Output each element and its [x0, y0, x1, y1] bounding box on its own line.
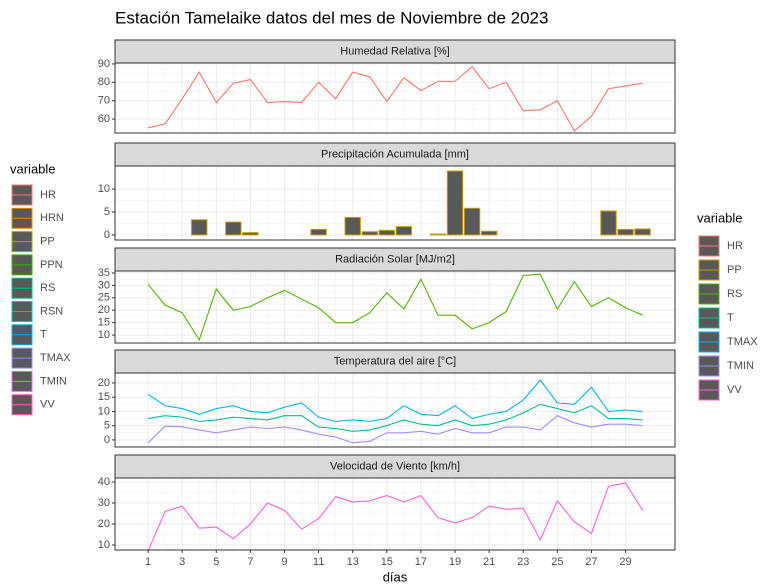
- y-tick-label: 90: [98, 58, 110, 70]
- y-tick-label: 0: [104, 434, 110, 446]
- legend-label: HR: [40, 189, 56, 201]
- bar: [617, 228, 634, 236]
- legend-label: PP: [727, 264, 742, 276]
- legend-label: VV: [40, 399, 55, 411]
- line: [147, 65, 643, 132]
- y-tick-label: 20: [98, 518, 110, 530]
- y-tick-label: 30: [98, 497, 110, 509]
- x-tick-label: 25: [551, 556, 563, 568]
- legend-label: HRN: [40, 212, 64, 224]
- legend-label: T: [727, 312, 734, 324]
- x-tick-label: 1: [145, 556, 151, 568]
- bar: [446, 170, 464, 236]
- bar: [242, 232, 259, 236]
- bar: [395, 226, 413, 236]
- bar: [378, 229, 395, 236]
- panel: [115, 478, 675, 550]
- panel: [115, 63, 675, 133]
- y-tick-label: 60: [98, 113, 110, 125]
- line: [147, 379, 643, 422]
- panel: [115, 271, 675, 343]
- y-tick-label: 20: [98, 377, 110, 389]
- line: [147, 403, 643, 432]
- y-tick-label: 10: [98, 405, 110, 417]
- x-tick-label: 29: [619, 556, 631, 568]
- legend-label: RSN: [40, 305, 63, 317]
- y-tick-label: 25: [98, 292, 110, 304]
- panel: [115, 166, 675, 240]
- x-tick-label: 9: [281, 556, 287, 568]
- y-tick-label: 0: [104, 229, 110, 241]
- bar: [225, 221, 242, 236]
- bar: [344, 216, 361, 236]
- legend-label: RS: [727, 288, 742, 300]
- legend-label: PP: [40, 236, 55, 248]
- y-tick-label: 10: [98, 329, 110, 341]
- y-tick-label: 80: [98, 76, 110, 88]
- panel-border: [114, 270, 676, 344]
- strip-label: Humedad Relativa [%]: [340, 45, 449, 57]
- legend-label: PPN: [40, 259, 63, 271]
- legend-label: RS: [40, 282, 55, 294]
- bar: [429, 233, 447, 236]
- y-tick-label: 20: [98, 304, 110, 316]
- bar: [310, 228, 327, 236]
- y-tick-label: 5: [104, 420, 110, 432]
- x-tick-label: 23: [517, 556, 529, 568]
- legend-label: TMIN: [40, 375, 67, 387]
- line: [147, 415, 643, 444]
- bar: [463, 207, 481, 236]
- y-tick-label: 15: [98, 391, 110, 403]
- x-tick-label: 21: [483, 556, 495, 568]
- y-tick-label: 35: [98, 267, 110, 279]
- y-tick-label: 15: [98, 317, 110, 329]
- panel-border: [114, 372, 676, 448]
- y-tick-label: 30: [98, 279, 110, 291]
- panel-border: [114, 165, 676, 241]
- x-tick-label: 17: [415, 556, 427, 568]
- legend-label: TMAX: [727, 336, 758, 348]
- bar: [361, 231, 378, 236]
- x-tick-label: 7: [247, 556, 253, 568]
- chart-title: Estación Tamelaike datos del mes de Novi…: [115, 8, 548, 27]
- y-tick-label: 5: [104, 206, 110, 218]
- bar: [600, 210, 617, 236]
- y-tick-label: 10: [98, 183, 110, 195]
- x-tick-label: 13: [347, 556, 359, 568]
- y-tick-label: 10: [98, 539, 110, 551]
- x-tick-label: 11: [313, 556, 324, 568]
- x-tick-label: 15: [381, 556, 393, 568]
- strip-label: Temperatura del aire [°C]: [334, 355, 456, 367]
- bar: [191, 219, 208, 236]
- x-tick-label: 19: [449, 556, 461, 568]
- x-tick-label: 3: [179, 556, 185, 568]
- legend-label: HR: [727, 240, 743, 252]
- legend-label: VV: [727, 384, 742, 396]
- line: [147, 482, 644, 552]
- legend-label: T: [40, 329, 47, 341]
- x-tick-label: 27: [585, 556, 597, 568]
- panel-border: [114, 62, 676, 134]
- y-tick-label: 40: [98, 476, 110, 488]
- panel-border: [114, 477, 676, 551]
- x-axis-label: días: [383, 569, 408, 584]
- legend-label: TMAX: [40, 352, 71, 364]
- legend-label: TMIN: [727, 360, 754, 372]
- x-tick-label: 5: [213, 556, 219, 568]
- y-tick-label: 70: [98, 95, 110, 107]
- bar: [480, 230, 498, 236]
- strip-label: Precipitación Acumulada [mm]: [321, 148, 469, 160]
- strip-label: Velocidad de Viento [km/h]: [330, 460, 460, 472]
- legend-title: variable: [10, 161, 56, 176]
- legend-title: variable: [697, 210, 743, 225]
- line: [147, 273, 643, 342]
- bar: [634, 228, 651, 236]
- strip-label: Radiación Solar [MJ/m2]: [335, 253, 455, 265]
